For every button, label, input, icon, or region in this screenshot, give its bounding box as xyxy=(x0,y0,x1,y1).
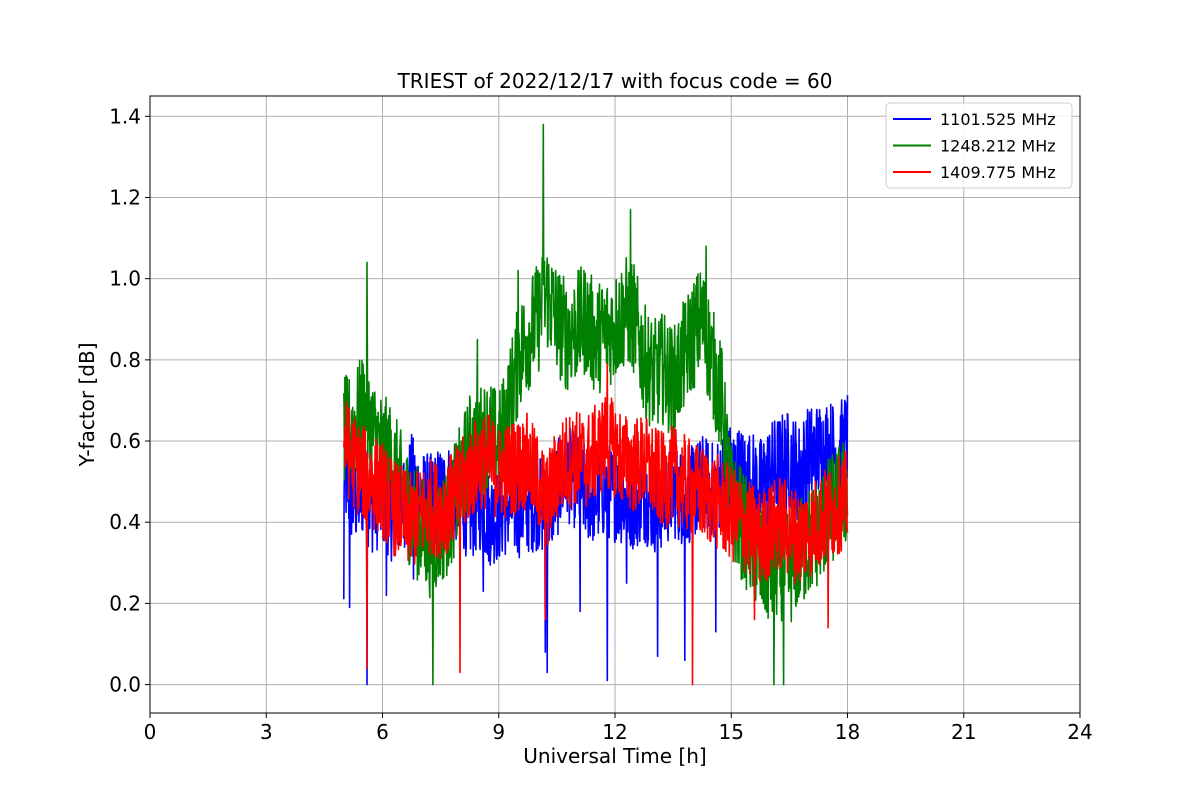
y-tick-label: 0.2 xyxy=(109,591,141,615)
legend-box xyxy=(885,102,1073,189)
legend-label-1: 1101.525 MHz xyxy=(940,110,1056,129)
y-tick-label: 0.8 xyxy=(109,348,141,372)
chart-title: TRIEST of 2022/12/17 with focus code = 6… xyxy=(397,69,833,93)
y-tick-label: 0.0 xyxy=(109,673,141,697)
x-tick-label: 18 xyxy=(835,720,860,744)
x-tick-label: 6 xyxy=(376,720,389,744)
x-axis-label: Universal Time [h] xyxy=(523,744,706,768)
x-tick-label: 24 xyxy=(1067,720,1092,744)
series-layer xyxy=(343,123,849,686)
x-tick-label: 0 xyxy=(144,720,157,744)
y-tick-label: 1.4 xyxy=(109,104,141,128)
y-tick-label: 1.0 xyxy=(109,267,141,291)
x-tick-label: 12 xyxy=(602,720,627,744)
y-axis-ticks: 0.0 0.2 0.4 0.6 0.8 1.0 1.2 1.4 xyxy=(109,104,150,697)
x-tick-label: 9 xyxy=(492,720,505,744)
grid-lines xyxy=(149,96,1081,713)
x-tick-label: 3 xyxy=(260,720,273,744)
y-tick-label: 0.6 xyxy=(109,429,141,453)
y-tick-label: 1.2 xyxy=(109,185,141,209)
y-axis-label: Y-factor [dB] xyxy=(75,342,99,467)
series-line-2 xyxy=(343,123,849,686)
x-tick-label: 15 xyxy=(719,720,744,744)
y-tick-label: 0.4 xyxy=(109,510,141,534)
legend-label-2: 1248.212 MHz xyxy=(940,137,1056,156)
series-line-3 xyxy=(343,363,849,686)
legend-label-3: 1409.775 MHz xyxy=(940,163,1056,182)
x-axis-ticks: 0 3 6 9 12 15 18 21 24 xyxy=(144,713,1093,744)
legend: 1101.525 MHz 1248.212 MHz 1409.775 MHz xyxy=(885,102,1073,189)
x-tick-label: 21 xyxy=(951,720,976,744)
